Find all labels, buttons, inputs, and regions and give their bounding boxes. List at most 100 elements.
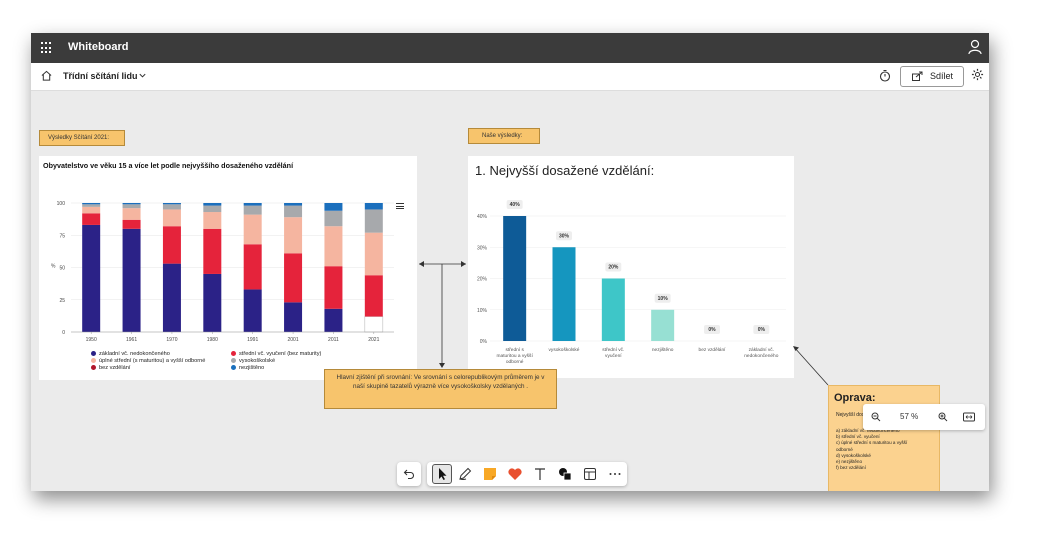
data-label: 30% <box>559 233 570 239</box>
list-item: a) základní vč. nedokončeného <box>836 428 900 433</box>
y-tick-label: 20% <box>477 277 488 283</box>
bar-segment <box>122 203 141 205</box>
bar-segment <box>162 226 181 264</box>
undo-button[interactable] <box>397 462 421 486</box>
reaction-tool[interactable] <box>507 466 523 482</box>
bar <box>651 309 675 341</box>
share-button[interactable]: Sdílet <box>900 66 964 87</box>
data-label-bg <box>506 200 523 209</box>
legend-item: nezjištěno <box>231 365 264 371</box>
bar-segment <box>364 209 383 233</box>
census-chart-card[interactable]: Obyvatelstvo ve věku 15 a více let podle… <box>39 156 417 380</box>
bar-segment <box>82 204 101 207</box>
bar-segment <box>284 253 303 303</box>
user-icon[interactable] <box>967 39 983 55</box>
data-label: 0% <box>708 327 716 333</box>
y-axis-label: % <box>51 264 56 270</box>
legend-label: základní vč. nedokončeného <box>99 351 170 357</box>
y-tick-label: 0 <box>62 330 65 336</box>
sticky-note-tool[interactable] <box>482 466 498 482</box>
whiteboard-canvas[interactable]: Výsledky Sčítání 2021: Naše výsledky: Ob… <box>31 91 989 491</box>
bar-segment <box>162 209 181 227</box>
list-item: c) úplné střední s maturitou a vyšší <box>836 440 908 446</box>
x-tick-label: nezjištěno <box>652 347 674 353</box>
bar <box>552 247 576 341</box>
bar-segment <box>122 219 141 229</box>
bar-segment <box>243 244 262 290</box>
bar-segment <box>324 266 343 309</box>
fit-screen-icon[interactable] <box>963 412 975 422</box>
zoom-in-icon[interactable] <box>938 412 948 422</box>
board-toolbar: Třídní sčítání lidu Sdílet <box>31 63 989 91</box>
bar-segment <box>82 213 101 225</box>
list-item: d) vysokoškolské <box>836 452 871 458</box>
zoom-level: 57 % <box>900 412 919 421</box>
our-results-chart-card[interactable]: 1. Nejvyšší dosažené vzdělání: 0% 10% 20% 3… <box>468 156 794 378</box>
bar-segment <box>203 205 222 213</box>
share-label: Sdílet <box>930 71 954 81</box>
tool-palette <box>427 462 627 486</box>
sticky-note-our-results-label[interactable]: Naše výsledky: <box>468 128 540 144</box>
waffle-icon[interactable] <box>41 42 53 54</box>
y-tick-label: 40% <box>477 214 488 220</box>
pen-tool[interactable] <box>457 466 473 482</box>
x-tick-label: maturitou a vyšší <box>497 353 534 359</box>
list-item: f) bez vzdělání <box>836 465 866 471</box>
y-tick-label: 50 <box>59 266 65 272</box>
note-text: Hlavní zjištění při srovnání: Ve srovnán… <box>336 374 545 390</box>
sticky-note-correction[interactable]: Oprava: Nejvyšší dosažené vzdělání: a) z… <box>828 385 940 491</box>
sticky-note-census-label[interactable]: Výsledky Sčítání 2021: <box>39 130 125 146</box>
board-name[interactable]: Třídní sčítání lidu <box>63 71 138 81</box>
more-tool[interactable] <box>607 466 623 482</box>
data-label: 20% <box>608 265 619 271</box>
correction-list: a) základní vč. nedokončeného b) střední… <box>836 428 907 471</box>
gear-icon[interactable] <box>971 68 984 81</box>
note-text: Výsledky Sčítání 2021: <box>48 135 110 141</box>
sticky-note-main-finding[interactable]: Hlavní zjištění při srovnání: Ve srovnán… <box>324 369 557 409</box>
x-tick-label: základní vč. <box>749 347 774 353</box>
shapes-icon <box>559 468 572 481</box>
chart-title: 1. Nejvyšší dosažené vzdělání: <box>475 163 655 178</box>
legend-item: základní vč. nedokončeného <box>91 351 170 357</box>
x-tick-label: vysokoškolské <box>549 347 580 353</box>
zoom-out-icon[interactable] <box>871 412 881 422</box>
note-text: Naše výsledky: <box>482 133 523 139</box>
bar-segment <box>324 203 343 211</box>
bar <box>601 278 625 341</box>
bar-segment <box>364 275 383 317</box>
chevron-down-icon[interactable] <box>138 71 147 80</box>
bar-segment <box>122 204 141 209</box>
zoom-control: 57 % <box>863 404 985 430</box>
sticky-note-icon <box>484 468 496 480</box>
chart-menu-icon[interactable] <box>396 203 404 211</box>
x-tick-label: střední s <box>505 347 524 353</box>
text-tool[interactable] <box>532 466 548 482</box>
chart-title: Obyvatelstvo ve věku 15 a více let podle… <box>43 161 294 170</box>
bar-segment <box>284 203 303 206</box>
x-tick-label: 2021 <box>368 337 379 343</box>
undo-icon <box>403 469 414 480</box>
bar-segment <box>82 206 101 214</box>
legend-label: úplné střední (s maturitou) a vyšší odbo… <box>99 358 206 364</box>
bar-segment <box>324 226 343 267</box>
bar-segment <box>243 205 262 215</box>
data-label: 0% <box>758 327 766 333</box>
data-label-bg <box>556 231 572 241</box>
correction-title: Oprava: <box>834 392 876 404</box>
y-tick-label: 10% <box>477 308 488 314</box>
timer-icon[interactable] <box>879 69 891 82</box>
shapes-tool[interactable] <box>557 466 573 482</box>
bar-segment <box>203 228 222 274</box>
x-tick-label: bez vzdělání <box>699 347 727 353</box>
select-tool[interactable] <box>432 464 452 484</box>
bar-segment <box>324 210 343 227</box>
x-tick-label: 1950 <box>86 337 97 343</box>
bar-segment <box>243 214 262 245</box>
home-icon[interactable] <box>41 70 52 81</box>
legend-label: střední vč. vyučení (bez maturity) <box>239 351 322 357</box>
y-tick-label: 0% <box>480 339 488 345</box>
y-tick-label: 30% <box>477 245 488 251</box>
share-icon <box>912 71 923 81</box>
template-tool[interactable] <box>582 466 598 482</box>
x-tick-label: 1980 <box>207 337 218 343</box>
